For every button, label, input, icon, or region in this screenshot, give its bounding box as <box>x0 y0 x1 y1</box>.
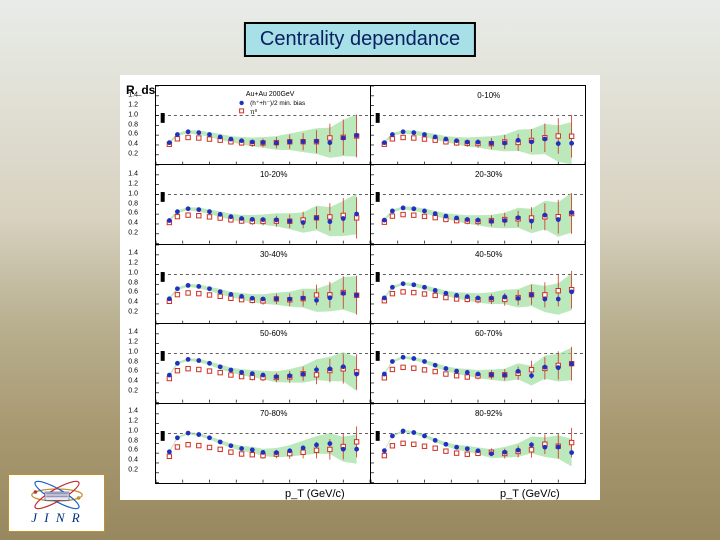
y-tick-label: 0.4 <box>128 378 138 385</box>
svg-text:40-50%: 40-50% <box>474 250 501 259</box>
svg-text:Au+Au 200GeV: Au+Au 200GeV <box>245 90 294 97</box>
y-tick-label: 1.4 <box>128 91 138 98</box>
y-tick-label: 1.4 <box>128 407 138 414</box>
y-tick-label: 0.6 <box>128 131 138 138</box>
svg-text:20-30%: 20-30% <box>474 170 501 179</box>
y-tick-label: 0.8 <box>128 200 138 207</box>
y-tick-label: 1.2 <box>128 417 138 424</box>
chart-panel: 01234567870-80% <box>155 403 371 484</box>
y-tick-label: 0.2 <box>128 467 138 474</box>
y-tick-label: 1.0 <box>128 427 138 434</box>
y-tick-label: 1.2 <box>128 101 138 108</box>
y-tick-label: 0.8 <box>128 121 138 128</box>
y-tick-label: 0.4 <box>128 299 138 306</box>
y-tick-label: 0.4 <box>128 457 138 464</box>
svg-text:30-40%: 30-40% <box>259 250 286 259</box>
y-tick-label: 0.6 <box>128 289 138 296</box>
y-tick-label: 1.2 <box>128 338 138 345</box>
svg-text:80-92%: 80-92% <box>474 409 501 418</box>
y-tick-label: 0.2 <box>128 230 138 237</box>
svg-text:60-70%: 60-70% <box>474 329 501 338</box>
title-box: Centrality dependance <box>244 22 476 57</box>
svg-text:(h⁺+h⁻)/2 min. bias: (h⁺+h⁻)/2 min. bias <box>250 99 305 106</box>
x-axis-label-left: p_T (GeV/c) <box>285 488 345 500</box>
y-tick-label: 1.0 <box>128 269 138 276</box>
y-tick-label: 0.2 <box>128 151 138 158</box>
chart-panel: 10-20% <box>155 164 371 245</box>
y-tick-label: 0.4 <box>128 220 138 227</box>
chart-panel: 40-50% <box>370 244 586 325</box>
y-tick-label: 0.2 <box>128 309 138 316</box>
y-tick-label: 0.2 <box>128 388 138 395</box>
y-tick-label: 0.8 <box>128 279 138 286</box>
chart-panel: 20-30% <box>370 164 586 245</box>
y-tick-label: 0.6 <box>128 447 138 454</box>
y-tick-label: 1.4 <box>128 170 138 177</box>
y-tick-label: 1.2 <box>128 180 138 187</box>
y-tick-label: 1.0 <box>128 348 138 355</box>
chart-panel: 0-10% <box>370 85 586 166</box>
svg-text:π⁰: π⁰ <box>250 108 257 115</box>
atom-icon <box>22 480 92 510</box>
chart-panel: 60-70% <box>370 323 586 404</box>
logo-badge: J I N R <box>8 474 105 532</box>
chart-panel: 50-60% <box>155 323 371 404</box>
y-tick-label: 1.4 <box>128 249 138 256</box>
y-tick-label: 1.4 <box>128 328 138 335</box>
y-tick-label: 0.4 <box>128 141 138 148</box>
chart-panel: 30-40% <box>155 244 371 325</box>
svg-text:0-10%: 0-10% <box>477 90 500 99</box>
y-tick-label: 0.6 <box>128 368 138 375</box>
logo-text: J I N R <box>31 510 81 526</box>
svg-text:70-80%: 70-80% <box>259 409 286 418</box>
svg-text:50-60%: 50-60% <box>259 329 286 338</box>
page-title: Centrality dependance <box>260 28 460 50</box>
chart-panel: Au+Au 200GeV (h⁺+h⁻)/2 min. bias π⁰ <box>155 85 371 166</box>
chart-area: R_ds 0.20.40.60.81.01.21.40.20.40.60.81.… <box>120 75 600 500</box>
panel-grid: Au+Au 200GeV (h⁺+h⁻)/2 min. bias π⁰ 0-10% 10… <box>155 85 585 480</box>
y-tick-label: 1.0 <box>128 111 138 118</box>
y-tick-label: 1.0 <box>128 190 138 197</box>
x-axis-label-right: p_T (GeV/c) <box>500 488 560 500</box>
chart-panel: 01234567880-92% <box>370 403 586 484</box>
svg-text:10-20%: 10-20% <box>259 170 286 179</box>
y-tick-label: 0.8 <box>128 437 138 444</box>
y-tick-label: 1.2 <box>128 259 138 266</box>
y-tick-label: 0.6 <box>128 210 138 217</box>
y-tick-label: 0.8 <box>128 358 138 365</box>
